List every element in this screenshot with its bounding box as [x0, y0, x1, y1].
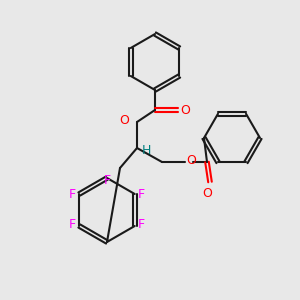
- Text: F: F: [103, 175, 111, 188]
- Text: H: H: [142, 145, 152, 158]
- Text: F: F: [69, 218, 76, 230]
- Text: O: O: [180, 103, 190, 116]
- Text: F: F: [69, 188, 76, 200]
- Text: O: O: [119, 113, 129, 127]
- Text: O: O: [202, 187, 212, 200]
- Text: F: F: [138, 188, 145, 200]
- Text: F: F: [138, 218, 145, 230]
- Text: O: O: [186, 154, 196, 167]
